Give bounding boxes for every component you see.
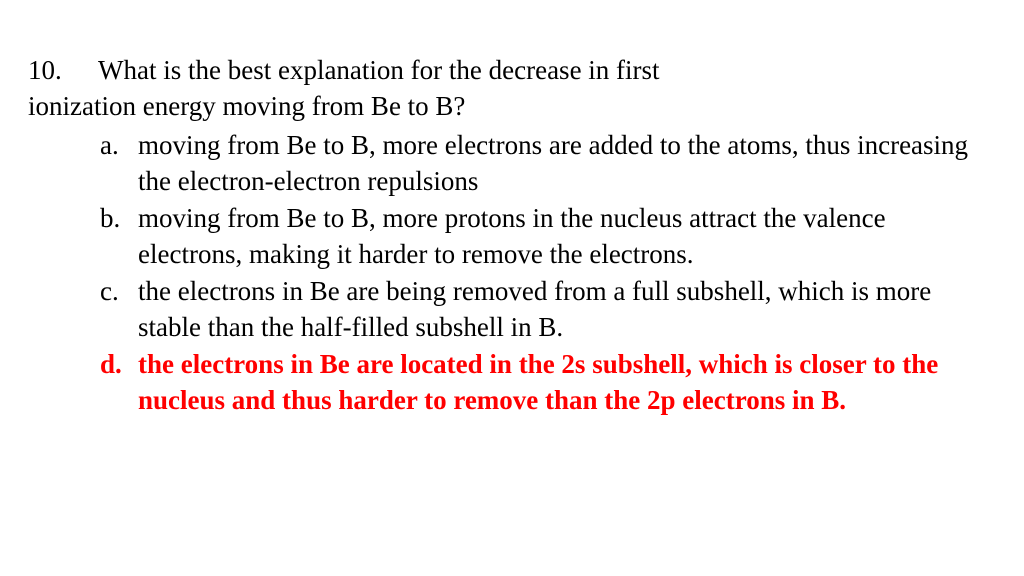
question-number: 10. xyxy=(28,52,98,88)
option-d-answer: d. the electrons in Be are located in th… xyxy=(100,346,996,419)
question-text-line2: ionization energy moving from Be to B? xyxy=(28,88,996,124)
option-letter: c. xyxy=(100,273,138,309)
question-block: 10. What is the best explanation for the… xyxy=(28,52,996,418)
option-letter: a. xyxy=(100,127,138,163)
option-letter: d. xyxy=(100,346,138,382)
option-b: b. moving from Be to B, more protons in … xyxy=(100,200,996,273)
option-text: the electrons in Be are located in the 2… xyxy=(138,346,996,419)
option-c: c. the electrons in Be are being removed… xyxy=(100,273,996,346)
question-text-line1: What is the best explanation for the dec… xyxy=(98,52,996,88)
options-list: a. moving from Be to B, more electrons a… xyxy=(28,127,996,419)
question-header: 10. What is the best explanation for the… xyxy=(28,52,996,125)
option-text: moving from Be to B, more protons in the… xyxy=(138,200,996,273)
option-text: the electrons in Be are being removed fr… xyxy=(138,273,996,346)
option-a: a. moving from Be to B, more electrons a… xyxy=(100,127,996,200)
option-letter: b. xyxy=(100,200,138,236)
option-text: moving from Be to B, more electrons are … xyxy=(138,127,996,200)
